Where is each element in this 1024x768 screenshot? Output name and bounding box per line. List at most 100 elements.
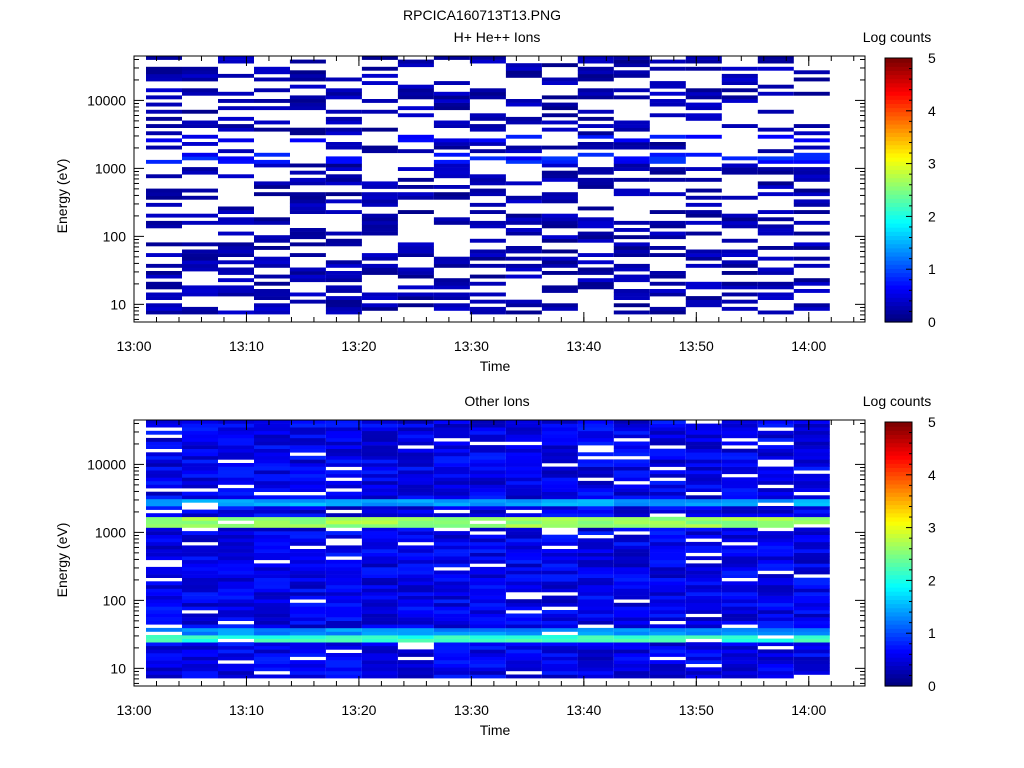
heatmap-cell	[685, 642, 722, 647]
heatmap-cell	[541, 224, 578, 229]
heatmap-cell	[577, 152, 614, 157]
heatmap-cell	[218, 267, 254, 272]
heatmap-cell	[361, 99, 398, 103]
colorbar-swatch	[885, 136, 912, 142]
heatmap-cell	[793, 556, 830, 561]
heatmap-cell	[182, 470, 218, 475]
heatmap-cell	[685, 480, 722, 485]
heatmap-cell	[685, 649, 722, 654]
heatmap-cell	[254, 477, 290, 482]
heatmap-cell	[218, 437, 254, 442]
heatmap-cell	[433, 663, 470, 668]
colorbar-swatch	[885, 276, 912, 282]
heatmap-cell	[146, 470, 182, 475]
heatmap-cell	[793, 599, 830, 604]
heatmap-cell	[182, 292, 218, 297]
heatmap-cell	[649, 441, 686, 446]
heatmap-cell	[757, 159, 794, 164]
heatmap-cell	[685, 624, 722, 629]
heatmap-cell	[182, 531, 218, 535]
heatmap-cell	[793, 448, 830, 453]
heatmap-cell	[577, 170, 614, 175]
heatmap-cell	[433, 570, 470, 575]
heatmap-cell	[433, 81, 470, 85]
heatmap-cell	[793, 452, 830, 457]
heatmap-cell	[793, 552, 830, 557]
heatmap-cell	[505, 584, 542, 589]
heatmap-cell	[218, 653, 254, 657]
heatmap-cell	[613, 653, 650, 657]
heatmap-cell	[649, 617, 686, 621]
heatmap-cell	[721, 516, 758, 521]
heatmap-cell	[469, 631, 506, 636]
heatmap-cell	[254, 246, 290, 250]
heatmap-cell	[685, 256, 722, 261]
heatmap-cell	[146, 174, 182, 179]
heatmap-cell	[325, 423, 362, 428]
heatmap-cell	[361, 674, 398, 679]
heatmap-cell	[541, 620, 578, 625]
heatmap-cell	[505, 156, 542, 161]
heatmap-cell	[721, 459, 758, 464]
colorbar-swatch	[885, 231, 912, 236]
heatmap-cell	[289, 645, 326, 650]
heatmap-cell	[721, 606, 758, 611]
heatmap-cell	[397, 296, 434, 300]
heatmap-cell	[254, 513, 290, 518]
heatmap-cell	[577, 610, 614, 614]
heatmap-cell	[397, 649, 434, 654]
heatmap-cell	[793, 495, 830, 500]
heatmap-cell	[577, 602, 614, 607]
colorbar-swatch	[885, 161, 912, 166]
heatmap-cell	[397, 441, 434, 446]
heatmap-cell	[685, 253, 722, 257]
heatmap-cell	[254, 509, 290, 514]
heatmap-cell	[325, 445, 362, 449]
heatmap-cell	[182, 256, 218, 261]
heatmap-cell	[685, 527, 722, 532]
heatmap-cell	[325, 617, 362, 621]
heatmap-cell	[397, 459, 434, 464]
heatmap-cell	[325, 289, 362, 293]
heatmap-cell	[793, 459, 830, 464]
heatmap-cell	[146, 116, 182, 121]
heatmap-cell	[577, 430, 614, 435]
heatmap-cell	[433, 653, 470, 657]
heatmap-cell	[505, 477, 542, 482]
heatmap-cell	[649, 613, 686, 618]
heatmap-cell	[541, 455, 578, 460]
heatmap-cell	[793, 559, 830, 564]
heatmap-cell	[182, 88, 218, 93]
heatmap-cell	[218, 577, 254, 582]
heatmap-cell	[613, 484, 650, 489]
heatmap-cell	[146, 145, 182, 150]
heatmap-cell	[469, 584, 506, 589]
heatmap-cell	[361, 423, 398, 428]
heatmap-cell	[361, 506, 398, 510]
heatmap-cell	[757, 660, 794, 664]
heatmap-cell	[289, 574, 326, 578]
heatmap-cell	[433, 163, 470, 168]
heatmap-cell	[685, 498, 722, 503]
heatmap-cell	[649, 516, 686, 521]
heatmap-cell	[469, 545, 506, 550]
heatmap-cell	[613, 59, 650, 64]
heatmap-cell	[146, 581, 182, 586]
heatmap-cell	[469, 602, 506, 607]
heatmap-cell	[613, 70, 650, 75]
heatmap-cell	[325, 513, 362, 518]
heatmap-cell	[469, 124, 506, 128]
x-tick-label: 13:30	[454, 338, 489, 354]
colorbar-swatch	[885, 256, 912, 261]
heatmap-cell	[721, 163, 758, 168]
heatmap-cell	[325, 455, 362, 460]
heatmap-cell	[146, 513, 182, 518]
heatmap-cell	[793, 570, 830, 575]
heatmap-cell	[757, 610, 794, 614]
heatmap-cell	[361, 185, 398, 189]
heatmap-cell	[361, 231, 398, 236]
heatmap-cell	[325, 663, 362, 668]
heatmap-cell	[325, 310, 362, 315]
heatmap-cell	[397, 437, 434, 442]
heatmap-cell	[361, 213, 398, 218]
